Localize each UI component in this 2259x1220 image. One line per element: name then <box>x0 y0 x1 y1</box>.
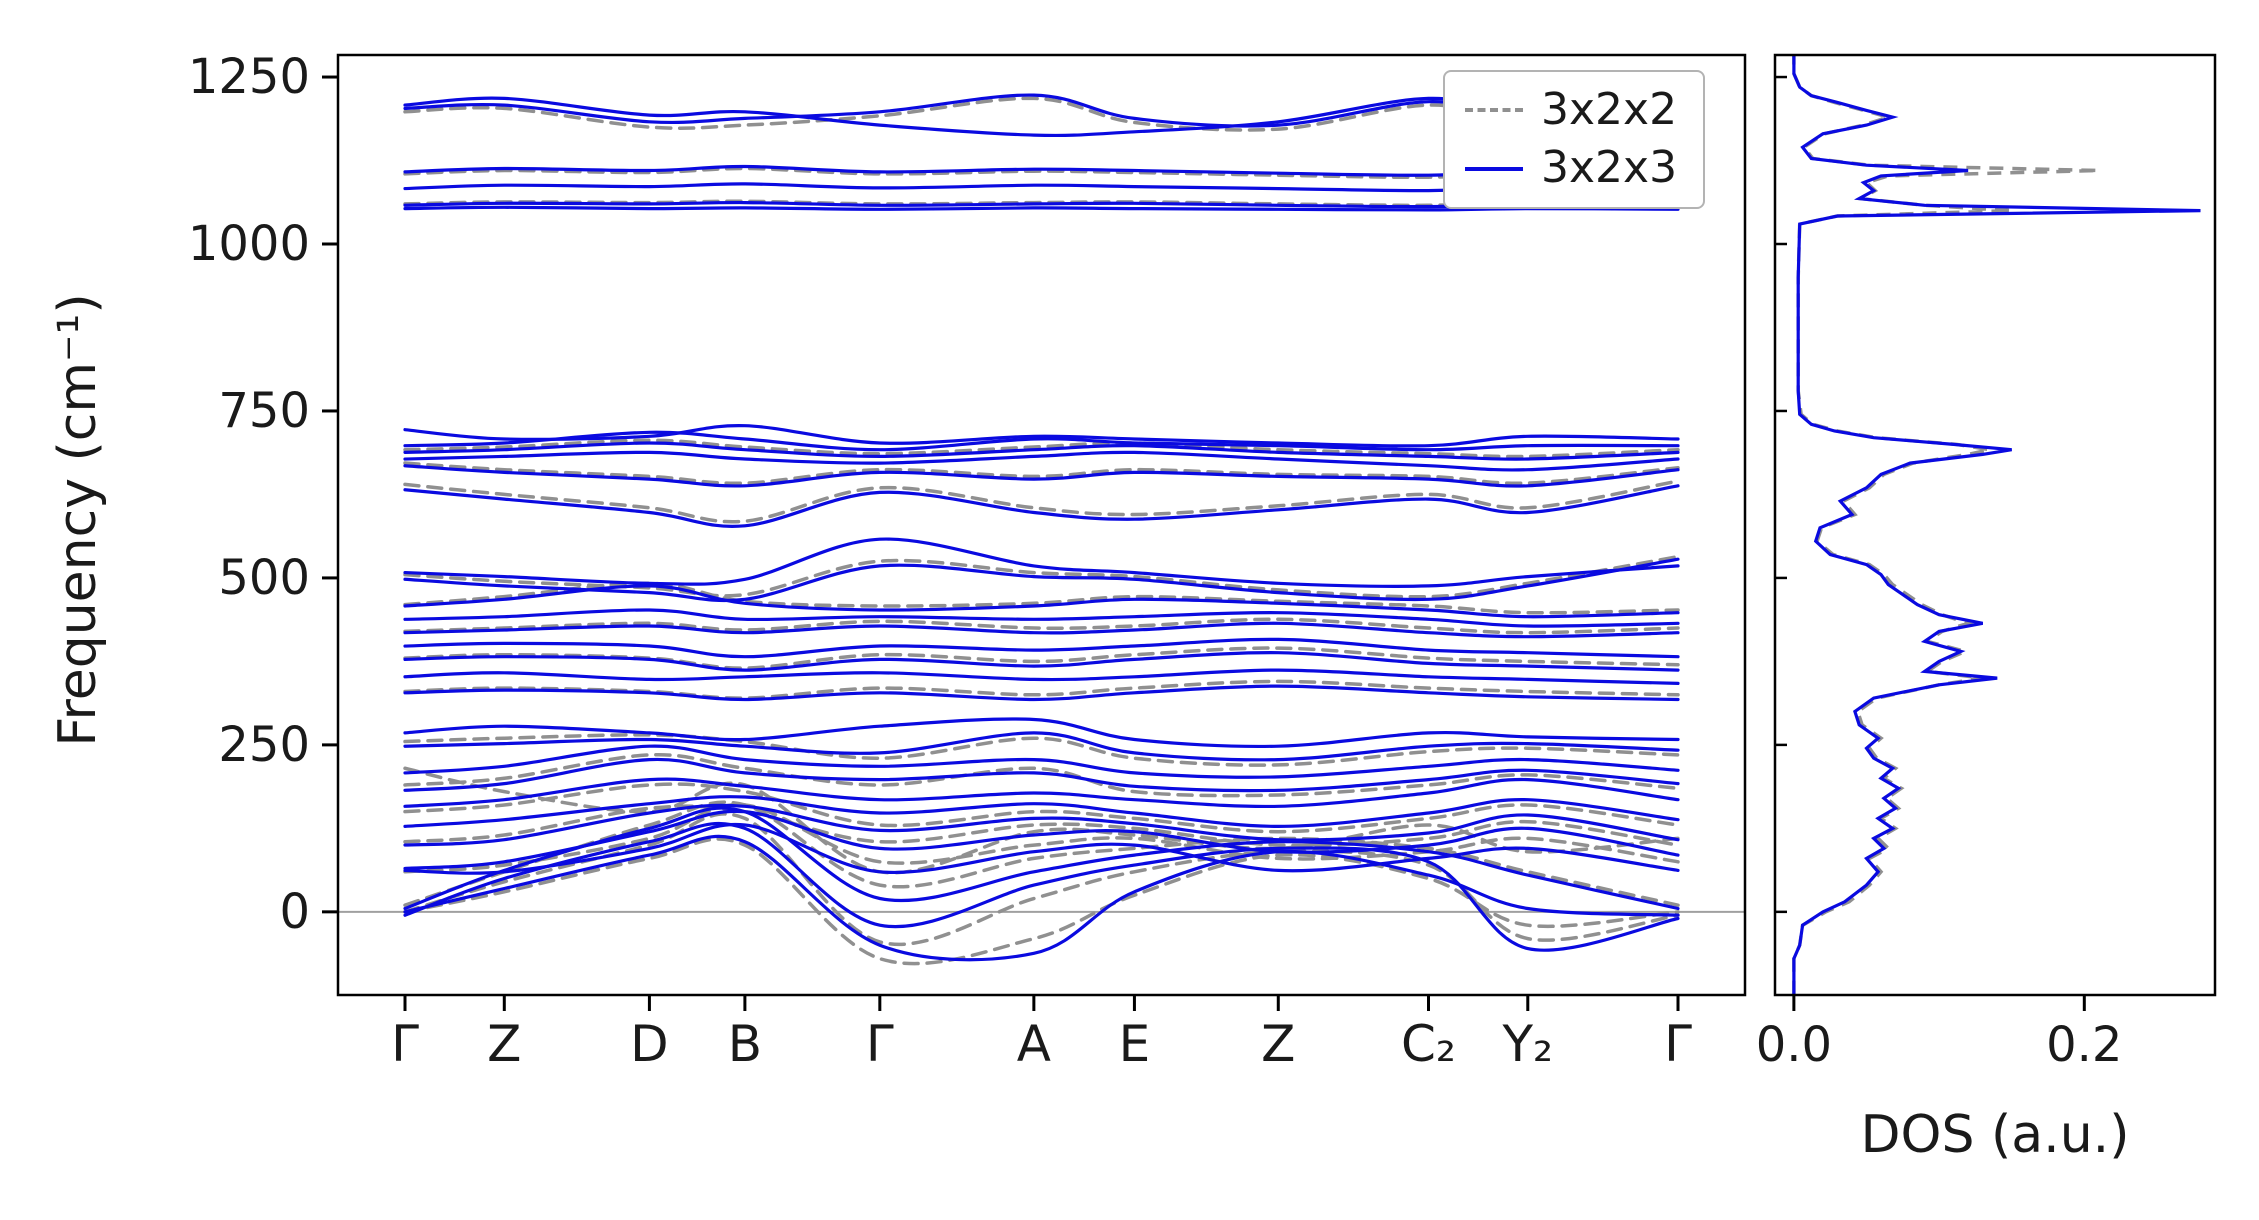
band-curve-3x2x3 <box>403 668 1680 685</box>
kpoint-label: Z <box>487 1015 521 1073</box>
band-curve-3x2x2 <box>403 581 1680 615</box>
legend-label-3x2x2: 3x2x2 <box>1541 84 1678 135</box>
band-curve-3x2x3 <box>403 806 1680 911</box>
dos-x-tick-label: 0.2 <box>2046 1017 2122 1073</box>
band-curve-3x2x3 <box>403 731 1680 762</box>
y-tick-label: 750 <box>218 383 310 439</box>
band-curve-3x2x2 <box>403 752 1680 798</box>
band-curve-3x2x3 <box>403 584 1680 619</box>
legend-item-3x2x3: 3x2x3 <box>1465 142 1678 194</box>
kpoint-label: Γ <box>391 1015 419 1073</box>
band-curve-3x2x3 <box>403 450 1680 472</box>
band-curve-3x2x2 <box>403 812 1680 947</box>
kpoint-label: Y₂ <box>1501 1015 1553 1073</box>
band-curve-3x2x2 <box>403 617 1680 635</box>
band-curve-3x2x2 <box>403 800 1680 907</box>
legend-dashed-line-swatch <box>1465 108 1523 113</box>
band-curve-3x2x3 <box>403 744 1680 779</box>
band-curve-3x2x3 <box>403 803 1680 847</box>
band-curve-3x2x3 <box>403 795 1680 829</box>
band-curve-3x2x3 <box>403 809 1680 871</box>
y-tick-label: 1000 <box>188 216 310 272</box>
dos-panel-frame <box>1773 53 2217 997</box>
band-panel-frame <box>336 53 1747 997</box>
kpoint-label: Γ <box>1664 1015 1692 1073</box>
dos-curve-3x2x3 <box>1792 55 2201 995</box>
band-curve-3x2x3 <box>403 777 1680 809</box>
kpoint-label: E <box>1119 1015 1151 1073</box>
kpoint-label: B <box>728 1015 762 1073</box>
kpoint-label: D <box>630 1015 669 1073</box>
band-curve-3x2x2 <box>403 479 1680 524</box>
band-curve-3x2x3 <box>403 717 1680 749</box>
y-axis-label: Frequency (cm⁻¹) <box>48 293 108 747</box>
kpoint-label: C₂ <box>1401 1015 1456 1073</box>
band-curve-3x2x2 <box>403 837 1680 966</box>
band-curve-3x2x2 <box>403 438 1680 459</box>
band-curve-3x2x3 <box>403 441 1680 461</box>
band-curve-3x2x3 <box>403 821 1680 952</box>
dos-curve-3x2x2 <box>1792 55 2099 995</box>
y-tick-label: 0 <box>279 884 310 940</box>
band-curve-3x2x2 <box>403 802 1680 874</box>
y-tick-label: 500 <box>218 550 310 606</box>
kpoint-label: Γ <box>866 1015 894 1073</box>
band-curve-3x2x3 <box>403 621 1680 639</box>
dos-axis-label: DOS (a.u.) <box>1860 1105 2130 1165</box>
legend: 3x2x2 3x2x3 <box>1443 70 1706 209</box>
band-curve-3x2x3 <box>403 608 1680 628</box>
kpoint-label: A <box>1017 1015 1051 1073</box>
band-curve-3x2x2 <box>403 733 1680 767</box>
legend-solid-line-swatch <box>1465 166 1523 171</box>
band-curve-3x2x3 <box>403 537 1680 588</box>
band-curve-3x2x3 <box>403 822 1680 875</box>
y-tick-label: 1250 <box>188 49 310 105</box>
band-curve-3x2x2 <box>403 782 1680 834</box>
dos-x-tick-label: 0.0 <box>1756 1017 1832 1073</box>
band-curve-3x2x3 <box>403 424 1680 448</box>
band-curve-3x2x3 <box>403 757 1680 793</box>
kpoint-label: Z <box>1261 1015 1295 1073</box>
band-curve-3x2x2 <box>403 461 1680 486</box>
legend-item-3x2x2: 3x2x2 <box>1465 84 1678 135</box>
band-curve-3x2x3 <box>403 484 1680 528</box>
band-curve-3x2x3 <box>403 637 1680 659</box>
band-curve-3x2x3 <box>403 430 1680 452</box>
band-curve-3x2x2 <box>403 766 1680 875</box>
band-curve-3x2x3 <box>403 557 1680 603</box>
band-curve-3x2x3 <box>403 651 1680 672</box>
band-curve-3x2x3 <box>403 205 1680 212</box>
band-curve-3x2x3 <box>403 684 1680 702</box>
legend-label-3x2x3: 3x2x3 <box>1541 142 1678 194</box>
y-tick-label: 250 <box>218 717 310 773</box>
band-curve-3x2x3 <box>403 464 1680 488</box>
